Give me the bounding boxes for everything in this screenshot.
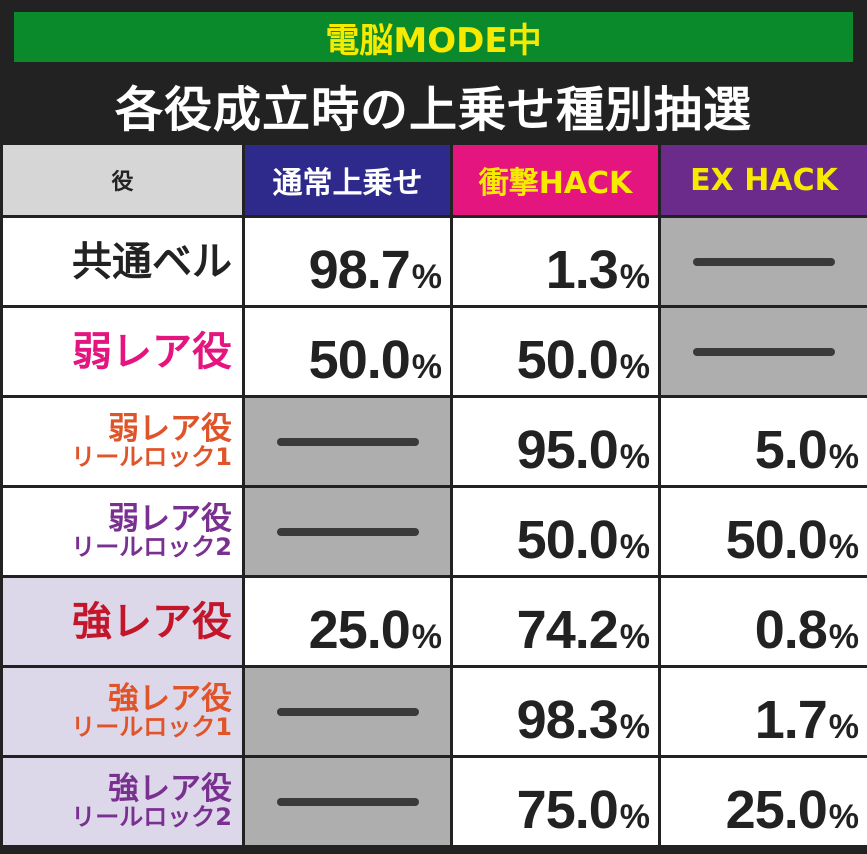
header-role: 役 — [0, 142, 245, 218]
role-cell: 強レア役 リールロック2 — [0, 755, 245, 848]
page-title: 各役成立時の上乗せ種別抽選 — [114, 82, 752, 138]
role-sublabel: リールロック1 — [71, 713, 232, 742]
dash-mark — [693, 257, 835, 266]
value-normal-none — [242, 395, 453, 488]
value-shock: 50.0% — [450, 485, 661, 578]
value-shock: 1.3% — [450, 215, 661, 308]
value-normal: 25.0% — [242, 575, 453, 668]
probability-table: 役 通常上乗せ 衝撃HACK EX HACK 共通ベル 98.7% 1.3% 弱… — [0, 142, 867, 848]
dash-mark — [693, 347, 835, 356]
role-label: 強レア役 — [72, 598, 232, 645]
role-cell: 弱レア役 リールロック2 — [0, 485, 245, 578]
table-row: 共通ベル 98.7% 1.3% — [0, 215, 867, 308]
value-normal: 98.7% — [242, 215, 453, 308]
table-row: 強レア役 リールロック2 75.0% 25.0% — [0, 755, 867, 848]
value-shock: 74.2% — [450, 575, 661, 668]
value-shock: 98.3% — [450, 665, 661, 758]
role-label: 共通ベル — [72, 238, 232, 285]
value-ex: 5.0% — [658, 395, 867, 488]
role-label: 強レア役 — [108, 770, 232, 807]
header-shock: 衝撃HACK — [450, 142, 661, 218]
value-ex-none — [658, 215, 867, 308]
value-normal-none — [242, 665, 453, 758]
value-ex: 0.8% — [658, 575, 867, 668]
value-ex: 1.7% — [658, 665, 867, 758]
table-row: 弱レア役 リールロック2 50.0% 50.0% — [0, 485, 867, 578]
role-label: 弱レア役 — [108, 410, 232, 447]
table-row: 強レア役 リールロック1 98.3% 1.7% — [0, 665, 867, 758]
value-normal-none — [242, 755, 453, 848]
value-shock: 95.0% — [450, 395, 661, 488]
role-cell: 強レア役 リールロック1 — [0, 665, 245, 758]
dash-mark — [276, 527, 419, 536]
role-cell: 弱レア役 — [0, 305, 245, 398]
value-shock: 75.0% — [450, 755, 661, 848]
value-ex: 50.0% — [658, 485, 867, 578]
role-sublabel: リールロック1 — [71, 443, 232, 472]
mode-banner: 電脳MODE中 — [14, 12, 853, 62]
role-label: 弱レア役 — [108, 500, 232, 537]
header-row: 役 通常上乗せ 衝撃HACK EX HACK — [0, 142, 867, 218]
table-row: 弱レア役 50.0% 50.0% — [0, 305, 867, 398]
value-ex: 25.0% — [658, 755, 867, 848]
dash-mark — [276, 797, 419, 806]
role-sublabel: リールロック2 — [71, 533, 232, 562]
role-cell: 弱レア役 リールロック1 — [0, 395, 245, 488]
table-row: 弱レア役 リールロック1 95.0% 5.0% — [0, 395, 867, 488]
table-row: 強レア役 25.0% 74.2% 0.8% — [0, 575, 867, 668]
role-label: 強レア役 — [108, 680, 232, 717]
role-cell: 共通ベル — [0, 215, 245, 308]
role-sublabel: リールロック2 — [71, 803, 232, 832]
value-shock: 50.0% — [450, 305, 661, 398]
role-label: 弱レア役 — [72, 328, 232, 375]
dash-mark — [276, 707, 419, 716]
header-ex: EX HACK — [658, 142, 867, 218]
value-normal: 50.0% — [242, 305, 453, 398]
role-cell: 強レア役 — [0, 575, 245, 668]
dash-mark — [276, 437, 419, 446]
value-ex-none — [658, 305, 867, 398]
value-normal-none — [242, 485, 453, 578]
header-normal: 通常上乗せ — [242, 142, 453, 218]
